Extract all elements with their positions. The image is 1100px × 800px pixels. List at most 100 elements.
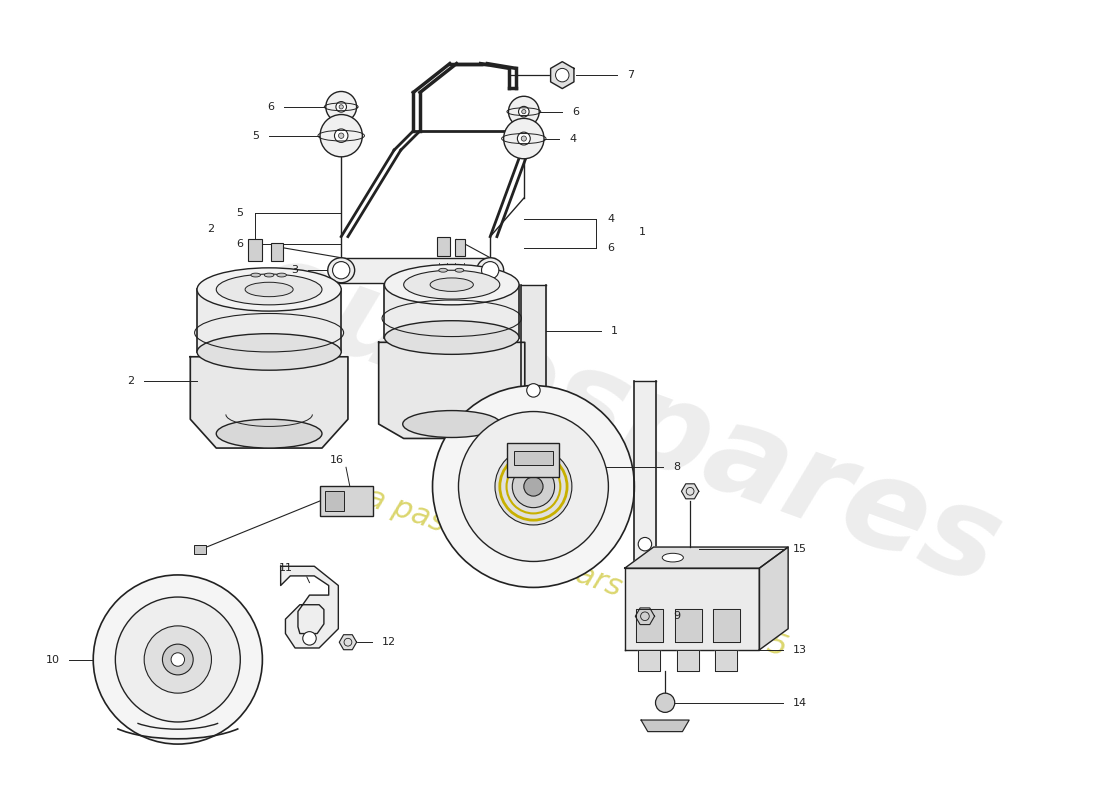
Polygon shape [713,609,740,642]
FancyBboxPatch shape [248,239,263,261]
Text: 11: 11 [279,563,293,574]
Circle shape [482,262,498,279]
Text: a passion for cars since 1985: a passion for cars since 1985 [362,483,791,663]
Text: 15: 15 [793,544,807,554]
Ellipse shape [328,258,354,282]
Polygon shape [280,566,339,648]
Polygon shape [636,608,654,625]
Ellipse shape [277,273,286,277]
Circle shape [459,411,608,562]
Text: 10: 10 [45,654,59,665]
Circle shape [320,114,362,157]
Polygon shape [715,650,737,671]
FancyBboxPatch shape [454,238,465,256]
Ellipse shape [385,265,519,305]
Circle shape [638,538,651,551]
Polygon shape [337,258,495,282]
Circle shape [556,69,569,82]
Circle shape [513,466,554,508]
Circle shape [332,262,350,279]
Polygon shape [635,381,656,587]
Circle shape [518,106,529,117]
Polygon shape [521,285,546,434]
Text: 6: 6 [607,243,615,253]
Circle shape [172,653,185,666]
Ellipse shape [217,274,322,305]
Circle shape [339,105,343,109]
Polygon shape [625,568,759,650]
Ellipse shape [455,268,464,272]
Text: 8: 8 [673,462,680,472]
Ellipse shape [245,282,293,297]
FancyBboxPatch shape [320,486,373,516]
Text: 1: 1 [610,326,617,336]
Text: 4: 4 [607,214,615,224]
Text: 6: 6 [236,239,243,250]
Circle shape [527,384,540,397]
Text: 2: 2 [207,224,215,234]
Circle shape [116,597,240,722]
Circle shape [508,96,539,127]
FancyBboxPatch shape [514,451,552,466]
Circle shape [336,102,346,112]
Polygon shape [674,609,702,642]
Polygon shape [385,285,519,338]
Polygon shape [638,650,660,671]
Text: 16: 16 [330,454,344,465]
Circle shape [163,644,194,675]
Ellipse shape [251,273,261,277]
Text: 3: 3 [292,266,298,275]
Polygon shape [759,547,788,650]
Circle shape [144,626,211,693]
Polygon shape [676,650,698,671]
Text: 14: 14 [793,698,807,708]
Ellipse shape [439,268,448,272]
Text: 7: 7 [627,70,634,80]
Circle shape [517,132,530,145]
Ellipse shape [403,410,500,438]
Circle shape [432,386,635,587]
FancyBboxPatch shape [506,443,560,477]
Ellipse shape [662,554,683,562]
FancyBboxPatch shape [324,491,344,510]
Circle shape [94,575,263,744]
Text: 13: 13 [793,645,807,655]
Text: eurospares: eurospares [233,227,1016,611]
Circle shape [504,118,544,158]
Ellipse shape [264,273,274,277]
Ellipse shape [197,268,341,311]
Text: 5: 5 [236,207,243,218]
FancyBboxPatch shape [195,545,206,554]
Ellipse shape [430,278,473,291]
Text: 2: 2 [128,376,134,386]
Text: 5: 5 [253,130,260,141]
Circle shape [339,133,344,138]
Circle shape [334,129,348,142]
Polygon shape [682,484,698,499]
FancyBboxPatch shape [438,237,450,256]
Circle shape [302,632,316,645]
Polygon shape [551,62,574,89]
Text: 4: 4 [569,134,576,143]
Circle shape [524,477,543,496]
Text: 12: 12 [382,638,396,647]
Polygon shape [190,357,348,448]
Ellipse shape [217,419,322,448]
Polygon shape [378,342,525,438]
Circle shape [521,136,527,141]
Text: 9: 9 [673,611,680,622]
Polygon shape [339,634,356,650]
Polygon shape [636,609,663,642]
Circle shape [656,693,674,712]
Ellipse shape [404,270,499,299]
Polygon shape [625,547,788,568]
Text: 6: 6 [572,106,579,117]
Text: 1: 1 [639,226,646,237]
Circle shape [521,110,526,114]
FancyBboxPatch shape [271,243,283,261]
Ellipse shape [385,321,519,354]
Polygon shape [641,720,689,731]
Ellipse shape [476,258,504,282]
Ellipse shape [197,334,341,370]
Circle shape [326,91,356,122]
